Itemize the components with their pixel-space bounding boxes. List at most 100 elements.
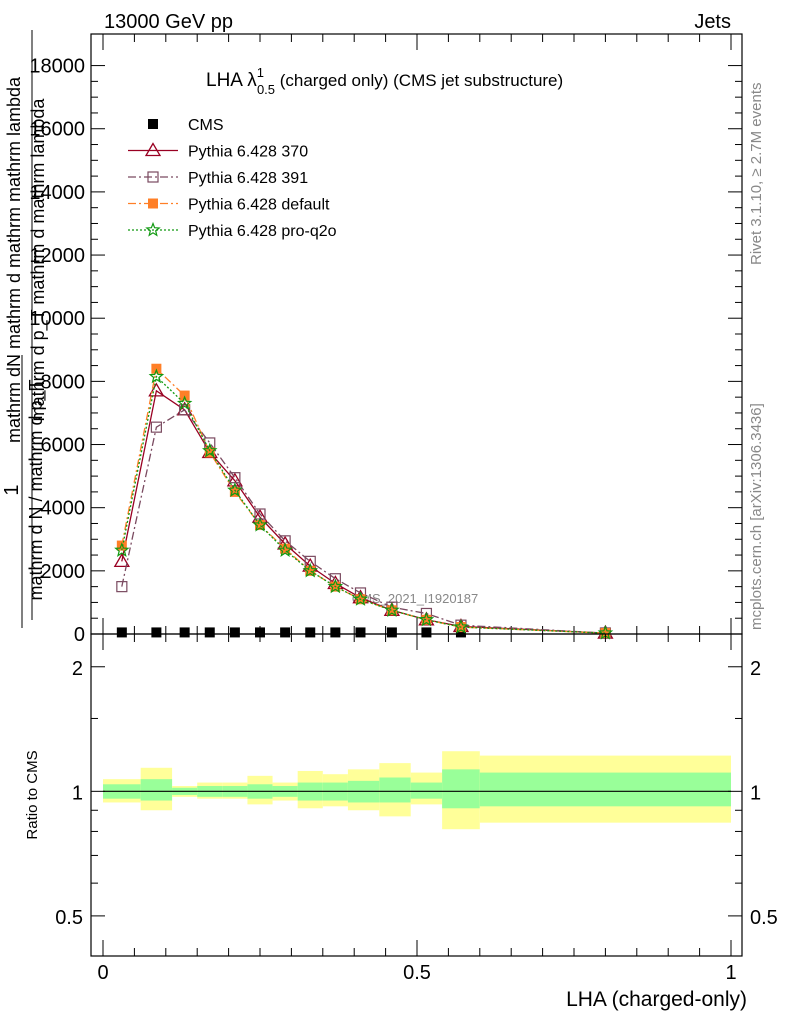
series-0-point bbox=[229, 627, 240, 638]
main-y-tick-label: 18000 bbox=[29, 56, 85, 78]
ratio-y-tick-label: 2 bbox=[72, 658, 83, 680]
main-y-tick-label: 4000 bbox=[41, 498, 86, 520]
series-0-point bbox=[204, 627, 215, 638]
legend-marker-4 bbox=[145, 221, 161, 237]
y-label-numerator-2: mathrm d p_T mathrm d mathrm lambda bbox=[28, 98, 49, 422]
x-axis-label: LHA (charged-only) bbox=[566, 988, 747, 1011]
series-1-point bbox=[148, 382, 165, 397]
main-plot-panel: 0 2000 4000 6000 8000 10000 12000 14000 16000 180… bbox=[1, 30, 743, 646]
ratio-plot-panel: 0.5 0.51 12 2 0 0.5 1 Ratio to CMS LHA (charg… bbox=[24, 633, 778, 1011]
y-label-one: 1 bbox=[1, 484, 23, 495]
ratio-x-axis: 0 0.5 1 bbox=[97, 634, 737, 984]
series-4-point bbox=[202, 442, 218, 458]
series-3-point bbox=[204, 447, 215, 458]
series-3-point bbox=[229, 486, 240, 497]
ratio-y-tick-label: 0.5 bbox=[55, 907, 83, 929]
plot-title: LHA λ1 0.5 (charged only) (CMS jet substr… bbox=[206, 65, 563, 97]
series-4-point bbox=[176, 395, 193, 411]
main-x-axis bbox=[102, 34, 732, 634]
series-line-3 bbox=[121, 367, 606, 634]
series-4-point bbox=[148, 368, 165, 384]
plot-title-sub: 0.5 bbox=[257, 82, 275, 97]
ratio-inner-band bbox=[442, 769, 480, 809]
legend: CMS Pythia 6.428 370 Pythia 6.428 391 Pythi… bbox=[128, 117, 337, 240]
series-3-point bbox=[255, 520, 265, 531]
series-3-point bbox=[600, 628, 611, 639]
header-process: Jets bbox=[694, 11, 731, 33]
series-0-point bbox=[305, 627, 316, 638]
ratio-y-axis: 0.5 0.5 1 1 2 2 bbox=[55, 658, 778, 929]
main-y-label: mathrm dN mathrm d mathrm mathrm lambda … bbox=[1, 30, 49, 628]
series-2-point bbox=[150, 421, 162, 433]
y-label-numerator: mathrm dN mathrm d mathrm mathrm lambda bbox=[4, 76, 24, 443]
main-y-tick-label: 2000 bbox=[41, 561, 86, 583]
series-3-point bbox=[116, 540, 127, 551]
legend-marker-0 bbox=[148, 119, 158, 129]
main-y-tick-label: 16000 bbox=[29, 119, 85, 141]
plot-title-main: LHA λ bbox=[206, 70, 257, 91]
analysis-watermark: CMS_2021_I1920187 bbox=[352, 591, 479, 606]
main-y-axis: 0 2000 4000 6000 8000 10000 12000 14000 16000 180… bbox=[29, 56, 742, 646]
series-1-point bbox=[113, 553, 130, 568]
series-0-point bbox=[386, 627, 397, 638]
x-tick-label: 1 bbox=[725, 962, 736, 984]
series-0-point bbox=[151, 627, 162, 638]
plot-title-rest: (charged only) (CMS jet substructure) bbox=[275, 71, 563, 90]
main-y-tick-label: 8000 bbox=[41, 371, 86, 393]
main-series-group bbox=[113, 363, 614, 640]
legend-marker-2 bbox=[147, 171, 159, 183]
series-4-point bbox=[453, 618, 469, 634]
series-0-point bbox=[455, 627, 466, 638]
legend-label-4: Pythia 6.428 pro-q2o bbox=[188, 223, 337, 240]
series-4-point bbox=[384, 602, 400, 617]
legend-label-0: CMS bbox=[188, 117, 224, 134]
legend-label-2: Pythia 6.428 391 bbox=[188, 170, 308, 187]
series-3-point bbox=[421, 614, 432, 625]
ratio-inner-band bbox=[140, 779, 173, 801]
ratio-inner-band bbox=[379, 777, 411, 803]
series-1-point bbox=[226, 472, 244, 487]
ratio-inner-band bbox=[479, 772, 731, 807]
series-4-point bbox=[352, 591, 369, 606]
ratio-y-tick-label: 1 bbox=[72, 782, 83, 804]
series-4-point bbox=[277, 542, 293, 557]
ratio-y-tick-label-right: 2 bbox=[750, 658, 761, 680]
series-0-point bbox=[255, 627, 265, 638]
y-label-denominator: mathrm d N / mathrm d p_T bbox=[26, 379, 47, 600]
rivet-label: Rivet 3.1.10, ≥ 2.7M events bbox=[748, 83, 765, 266]
series-3-point bbox=[280, 543, 291, 554]
ratio-y-label: Ratio to CMS bbox=[24, 750, 41, 839]
main-y-tick-label: 0 bbox=[74, 624, 85, 646]
series-3-point bbox=[386, 605, 397, 616]
ratio-y-tick-label-right: 0.5 bbox=[750, 907, 778, 929]
series-4-point bbox=[227, 482, 243, 497]
ratio-y-tick-label-right: 1 bbox=[750, 782, 761, 804]
legend-marker-3 bbox=[148, 198, 158, 209]
main-y-tick-label: 12000 bbox=[29, 245, 85, 267]
series-4-point bbox=[302, 562, 318, 578]
header-energy: 13000 GeV pp bbox=[104, 11, 233, 33]
legend-label-1: Pythia 6.428 370 bbox=[188, 144, 308, 161]
ratio-inner-band bbox=[410, 782, 443, 799]
series-4-point bbox=[252, 516, 268, 532]
main-y-tick-label: 6000 bbox=[41, 435, 86, 457]
mcplots-label: mcplots.cern.ch [arXiv:1306.3436] bbox=[748, 403, 765, 630]
series-4-point bbox=[418, 611, 435, 627]
series-3-point bbox=[305, 565, 316, 576]
main-y-tick-label: 14000 bbox=[29, 182, 85, 204]
series-0-point bbox=[421, 627, 432, 638]
x-tick-label: 0 bbox=[97, 962, 108, 984]
series-0-point bbox=[280, 627, 291, 638]
x-tick-label: 0.5 bbox=[403, 962, 431, 984]
legend-label-3: Pythia 6.428 default bbox=[188, 197, 330, 214]
legend-marker-1 bbox=[144, 142, 162, 157]
series-0-point bbox=[116, 627, 127, 638]
series-4-point bbox=[327, 578, 344, 594]
series-2-point bbox=[116, 581, 128, 593]
plot-title-sup: 1 bbox=[257, 65, 264, 80]
series-4-point bbox=[114, 542, 130, 557]
main-y-tick-label: 10000 bbox=[29, 308, 85, 330]
ratio-bands bbox=[103, 751, 731, 830]
series-0-point bbox=[179, 627, 190, 638]
